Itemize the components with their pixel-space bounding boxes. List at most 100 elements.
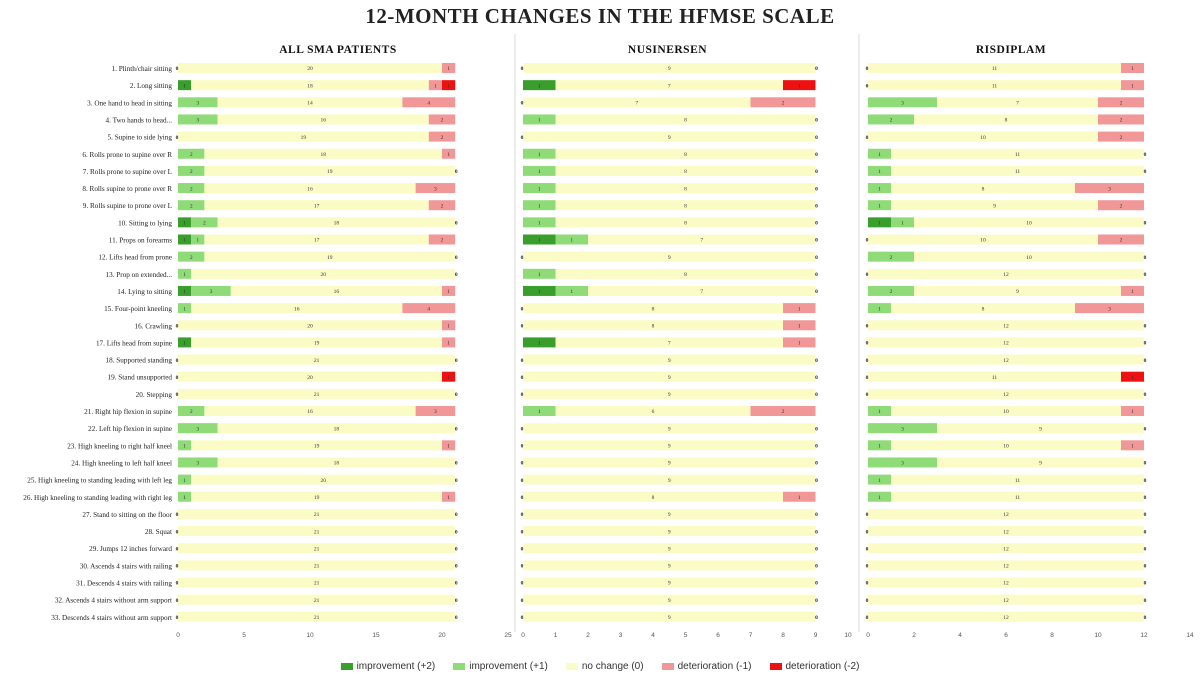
legend-item: deterioration (-2) xyxy=(769,661,859,672)
bar-value-label: 1 xyxy=(183,289,186,295)
bar-segment-imp1 xyxy=(523,200,556,211)
bar-segment-det1 xyxy=(1121,406,1144,416)
bar-value-label: 1 xyxy=(878,444,881,450)
x-tick-label: 3 xyxy=(619,632,623,639)
bar-value-label: 3 xyxy=(901,101,904,107)
bar-value-label: 16 xyxy=(334,289,340,295)
bar-zero-label: 0 xyxy=(866,66,869,72)
bar-value-label: 16 xyxy=(320,118,326,124)
bar-segment-det1 xyxy=(1075,183,1144,194)
bar-segment-imp1 xyxy=(178,440,192,451)
bar-segment-nochange xyxy=(178,371,442,382)
bar-segment-det1 xyxy=(428,234,456,245)
bar-segment-nochange xyxy=(178,594,456,605)
x-tick-label: 6 xyxy=(716,632,720,639)
bar-segment-det2 xyxy=(442,80,456,91)
bar-segment-imp1 xyxy=(523,114,556,125)
bar-segment-nochange xyxy=(555,200,816,211)
bar-segment-det1 xyxy=(442,148,456,159)
bar-segment-imp1 xyxy=(178,406,205,416)
bar-value-label: 9 xyxy=(668,135,671,141)
bar-segment-nochange xyxy=(891,303,1075,314)
x-tick-label: 1 xyxy=(554,632,558,639)
bar-segment-det1 xyxy=(442,491,456,502)
bar-segment-imp2 xyxy=(178,234,192,245)
bar-value-label: 3 xyxy=(210,289,213,295)
bar-zero-label: 0 xyxy=(815,255,818,261)
bar-segment-imp1 xyxy=(891,217,914,228)
bar-segment-nochange xyxy=(891,165,1144,176)
bar-zero-label: 0 xyxy=(815,238,818,244)
bar-segment-nochange xyxy=(523,251,816,262)
bar-segment-det1 xyxy=(1098,114,1144,125)
bar-zero-label: 0 xyxy=(176,598,179,604)
bar-zero-label: 0 xyxy=(455,255,458,261)
bar-value-label: 10 xyxy=(1026,255,1032,261)
bar-value-label: 12 xyxy=(1003,581,1009,587)
bar-segment-nochange xyxy=(523,354,816,365)
bar-segment-nochange xyxy=(191,337,442,348)
bar-segment-nochange xyxy=(523,371,816,382)
item-label: 13. Prop on extended... xyxy=(106,271,173,279)
bar-value-label: 7 xyxy=(668,83,671,89)
bar-value-label: 1 xyxy=(183,495,186,501)
bar-zero-label: 0 xyxy=(815,221,818,227)
bar-value-label: 18 xyxy=(334,221,340,227)
bar-segment-nochange xyxy=(555,183,816,194)
bar-segment-imp1 xyxy=(178,423,218,434)
bar-segment-nochange xyxy=(204,200,429,211)
bar-zero-label: 0 xyxy=(866,546,869,552)
x-tick-label: 12 xyxy=(1140,632,1148,639)
bar-segment-det1 xyxy=(1121,440,1144,451)
bar-zero-label: 0 xyxy=(1144,564,1147,570)
bar-value-label: 1 xyxy=(538,221,541,227)
bar-segment-nochange xyxy=(891,440,1121,451)
bar-zero-label: 0 xyxy=(521,615,524,621)
bar-segment-nochange xyxy=(178,526,456,537)
item-label: 17. Lifts head from supine xyxy=(96,339,172,347)
bar-segment-nochange xyxy=(555,165,816,176)
bar-segment-det1 xyxy=(402,97,456,108)
bar-value-label: 9 xyxy=(668,392,671,398)
bar-value-label: 1 xyxy=(183,478,186,484)
item-label: 28. Squat xyxy=(145,528,172,536)
bar-value-label: 21 xyxy=(314,564,320,570)
bar-segment-imp1 xyxy=(178,165,205,176)
bar-value-label: 1 xyxy=(798,306,801,312)
page-title: 12-MONTH CHANGES IN THE HFMSE SCALE xyxy=(365,4,835,28)
bar-zero-label: 0 xyxy=(1144,341,1147,347)
bar-segment-imp1 xyxy=(178,474,192,485)
bar-value-label: 11 xyxy=(1015,478,1021,484)
bar-zero-label: 0 xyxy=(1144,426,1147,432)
bar-zero-label: 0 xyxy=(521,375,524,381)
bar-segment-det1 xyxy=(402,303,456,314)
bar-value-label: 1 xyxy=(447,444,450,450)
bar-zero-label: 0 xyxy=(866,358,869,364)
bar-value-label: 1 xyxy=(447,375,450,381)
bar-zero-label: 0 xyxy=(521,392,524,398)
x-tick-label: 5 xyxy=(684,632,688,639)
bar-segment-imp1 xyxy=(178,491,192,502)
bar-value-label: 8 xyxy=(982,186,985,192)
bar-segment-nochange xyxy=(868,63,1121,73)
bar-segment-det1 xyxy=(783,337,816,348)
x-tick-label: 4 xyxy=(958,632,962,639)
bar-zero-label: 0 xyxy=(521,323,524,329)
bar-value-label: 10 xyxy=(1026,221,1032,227)
item-label: 19. Stand unsupported xyxy=(108,374,173,382)
bar-value-label: 1 xyxy=(1131,409,1134,415)
bar-segment-nochange xyxy=(230,285,442,296)
bar-value-label: 12 xyxy=(1003,546,1009,552)
legend-label: improvement (+2) xyxy=(356,661,436,672)
bar-segment-nochange xyxy=(914,251,1144,262)
bar-segment-nochange xyxy=(588,285,816,296)
item-label: 4. Two hands to head... xyxy=(106,116,173,124)
bar-segment-nochange xyxy=(191,303,403,314)
bar-zero-label: 0 xyxy=(521,255,524,261)
bar-value-label: 1 xyxy=(1131,83,1134,89)
bar-value-label: 17 xyxy=(314,203,320,209)
bar-value-label: 12 xyxy=(1003,323,1009,329)
bar-segment-imp1 xyxy=(178,303,192,314)
bar-value-label: 1 xyxy=(878,409,881,415)
bar-value-label: 4 xyxy=(427,306,430,312)
